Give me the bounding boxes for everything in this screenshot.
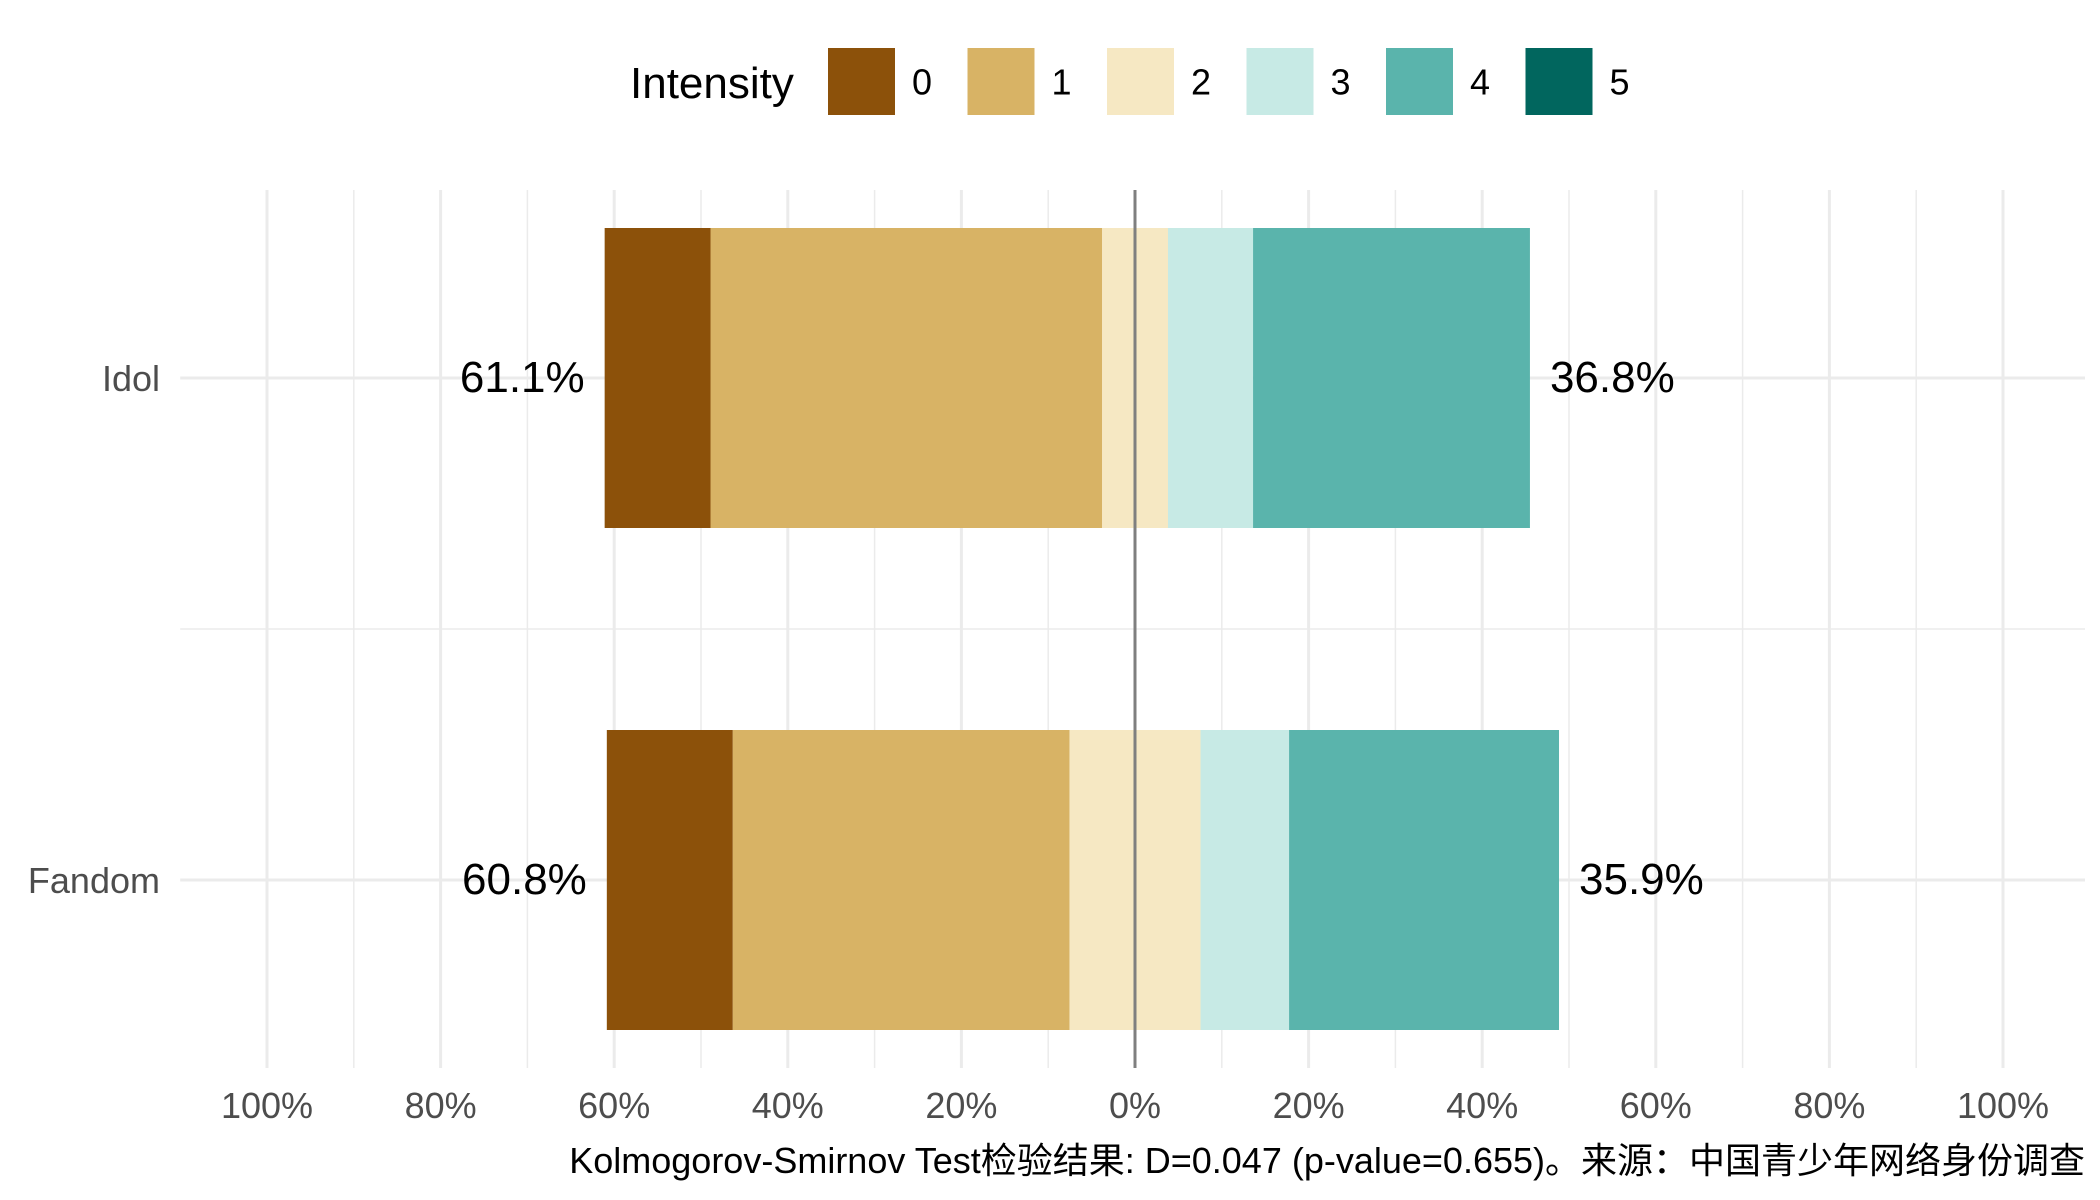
- bar-segment-idol-1: [710, 228, 1103, 528]
- bar-segment-idol-4: [1253, 228, 1530, 528]
- y-tick-label: Idol: [102, 358, 160, 399]
- x-tick-label: 60%: [1620, 1085, 1692, 1126]
- x-tick-label: 80%: [405, 1085, 477, 1126]
- x-tick-label: 40%: [752, 1085, 824, 1126]
- x-tick-label: 20%: [1273, 1085, 1345, 1126]
- bar-segment-fandom-3: [1200, 730, 1290, 1030]
- x-tick-label: 40%: [1446, 1085, 1518, 1126]
- x-axis-tick-labels: 100% 80% 60% 40% 20% 0% 20% 40% 60% 80% 100%: [221, 1085, 2049, 1126]
- legend-label-3: 3: [1330, 62, 1350, 103]
- x-tick-label: 0%: [1109, 1085, 1161, 1126]
- y-axis-labels: Idol Fandom: [28, 358, 160, 901]
- bar-segment-fandom-1: [732, 730, 1070, 1030]
- right-total-label: 35.9%: [1579, 855, 1704, 904]
- bar-segment-idol-2: [1135, 228, 1168, 528]
- legend-key-5: [1525, 48, 1593, 115]
- legend: Intensity 0 1 2 3 4 5: [630, 48, 1630, 115]
- legend-key-0: [828, 48, 895, 115]
- legend-label-1: 1: [1051, 62, 1071, 103]
- bar-segment-fandom-2: [1135, 730, 1201, 1030]
- legend-label-2: 2: [1191, 62, 1211, 103]
- total-labels: 61.1% 36.8% 60.8% 35.9%: [460, 353, 1704, 904]
- left-total-label: 60.8%: [462, 855, 587, 904]
- bar-segment-fandom-2: [1069, 730, 1135, 1030]
- x-tick-label: 80%: [1793, 1085, 1865, 1126]
- bar-segments: [604, 228, 1560, 1030]
- chart-caption: Kolmogorov-Smirnov Test检验结果: D=0.047 (p-…: [569, 1140, 2085, 1181]
- x-tick-label: 100%: [1957, 1085, 2049, 1126]
- legend-key-4: [1386, 48, 1453, 115]
- legend-label-4: 4: [1470, 62, 1490, 103]
- right-total-label: 36.8%: [1550, 353, 1675, 402]
- legend-title: Intensity: [630, 59, 794, 108]
- legend-label-0: 0: [912, 62, 932, 103]
- bar-segment-fandom-4: [1289, 730, 1560, 1030]
- legend-label-5: 5: [1609, 62, 1629, 103]
- bar-segment-idol-2: [1102, 228, 1135, 528]
- y-tick-label: Fandom: [28, 860, 160, 901]
- x-tick-label: 100%: [221, 1085, 313, 1126]
- bar-segment-fandom-0: [606, 730, 733, 1030]
- bar-segment-idol-3: [1167, 228, 1254, 528]
- legend-key-1: [967, 48, 1035, 115]
- left-total-label: 61.1%: [460, 353, 585, 402]
- legend-key-3: [1246, 48, 1314, 115]
- x-tick-label: 60%: [578, 1085, 650, 1126]
- bar-segment-idol-0: [604, 228, 711, 528]
- x-tick-label: 20%: [925, 1085, 997, 1126]
- legend-key-2: [1107, 48, 1174, 115]
